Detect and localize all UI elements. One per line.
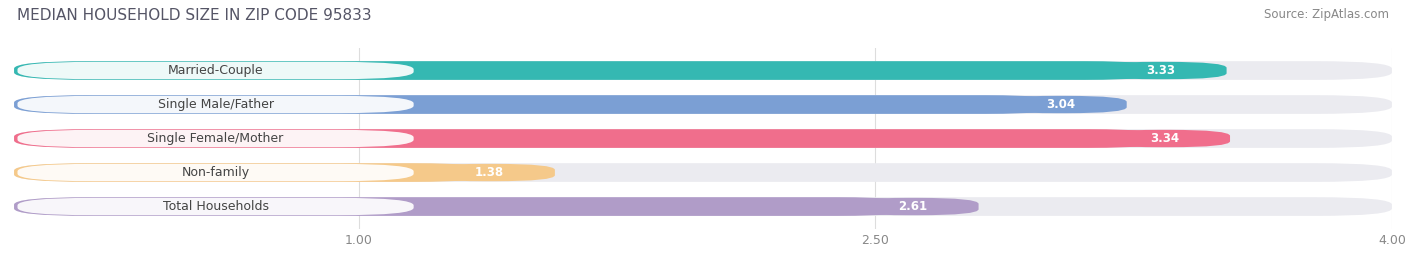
FancyBboxPatch shape <box>17 198 413 215</box>
FancyBboxPatch shape <box>14 197 912 216</box>
FancyBboxPatch shape <box>1099 130 1230 147</box>
Text: 2.61: 2.61 <box>898 200 928 213</box>
Text: Single Female/Mother: Single Female/Mother <box>148 132 284 145</box>
FancyBboxPatch shape <box>14 129 1164 148</box>
FancyBboxPatch shape <box>14 197 1392 216</box>
Text: Non-family: Non-family <box>181 166 250 179</box>
FancyBboxPatch shape <box>14 95 1392 114</box>
FancyBboxPatch shape <box>14 61 1161 80</box>
Text: Single Male/Father: Single Male/Father <box>157 98 274 111</box>
FancyBboxPatch shape <box>14 163 1392 182</box>
Text: Married-Couple: Married-Couple <box>167 64 263 77</box>
FancyBboxPatch shape <box>14 163 489 182</box>
FancyBboxPatch shape <box>14 129 1392 148</box>
FancyBboxPatch shape <box>14 95 1062 114</box>
Text: 3.04: 3.04 <box>1046 98 1076 111</box>
FancyBboxPatch shape <box>995 96 1126 113</box>
FancyBboxPatch shape <box>14 61 1392 80</box>
FancyBboxPatch shape <box>17 164 413 181</box>
Text: 1.38: 1.38 <box>475 166 503 179</box>
FancyBboxPatch shape <box>425 164 555 181</box>
FancyBboxPatch shape <box>848 198 979 215</box>
FancyBboxPatch shape <box>1095 62 1226 79</box>
Text: Source: ZipAtlas.com: Source: ZipAtlas.com <box>1264 8 1389 21</box>
Text: Total Households: Total Households <box>163 200 269 213</box>
FancyBboxPatch shape <box>17 62 413 79</box>
Text: 3.34: 3.34 <box>1150 132 1180 145</box>
Text: 3.33: 3.33 <box>1147 64 1175 77</box>
Text: MEDIAN HOUSEHOLD SIZE IN ZIP CODE 95833: MEDIAN HOUSEHOLD SIZE IN ZIP CODE 95833 <box>17 8 371 23</box>
FancyBboxPatch shape <box>17 130 413 147</box>
FancyBboxPatch shape <box>17 96 413 113</box>
